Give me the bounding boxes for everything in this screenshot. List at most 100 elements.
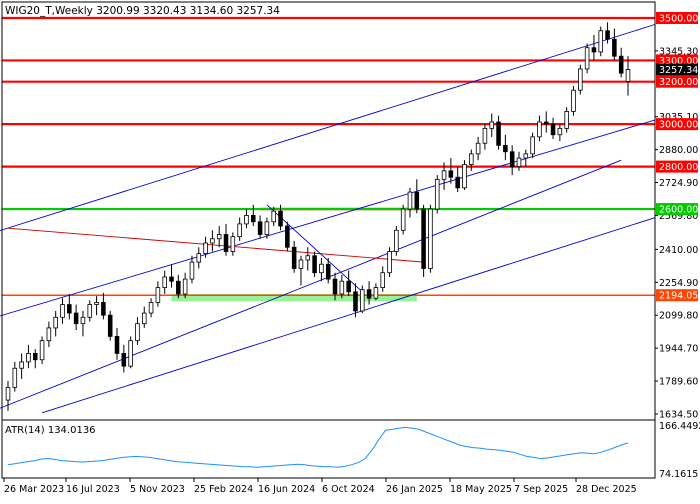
candle-bull — [210, 238, 215, 244]
candle-bull — [80, 316, 86, 325]
candles-layer — [5, 22, 631, 411]
candle-bear — [121, 352, 127, 367]
y-tick-label: 3035.10 — [659, 112, 698, 123]
candle-bear — [257, 221, 263, 235]
x-tick-label: 26 Jan 2025 — [386, 484, 443, 495]
candle-bull — [128, 340, 133, 367]
x-tick-label: 6 Oct 2024 — [322, 484, 375, 495]
candle-bull — [46, 327, 52, 342]
candle-bear — [550, 123, 556, 136]
candle-bull — [155, 287, 161, 303]
indicator-panel-frame — [1, 419, 656, 479]
level-label-box — [656, 118, 698, 131]
candle-bear — [503, 144, 508, 153]
candle-bull — [230, 236, 236, 252]
candle-bear — [332, 278, 338, 295]
candle-bear — [509, 151, 515, 167]
x-tick-label: 5 Nov 2023 — [130, 484, 185, 495]
candle-bull — [564, 111, 569, 129]
candle-bull — [5, 386, 11, 401]
y-tick-label: 1634.50 — [659, 410, 698, 421]
level-label-box — [656, 203, 698, 216]
candle-bull — [469, 153, 474, 165]
candle-bull — [319, 263, 324, 274]
candle-bear — [251, 215, 256, 223]
y-tick-label: 1789.60 — [659, 377, 698, 388]
labels-layer: 3345.30 3035.10 2880.00 2724.90 2569.80 2410.… — [3, 12, 700, 495]
candle-bull — [537, 121, 542, 138]
y-tick-label: 2254.90 — [659, 278, 698, 289]
candle-bear — [101, 302, 106, 316]
trendline-channel-upper — [0, 23, 656, 232]
last-price-box — [656, 63, 698, 76]
candle-bull — [441, 170, 447, 180]
candle-bull — [434, 178, 440, 210]
candle-bull — [94, 302, 99, 305]
candle-bear — [414, 191, 420, 210]
level-label-box — [656, 75, 698, 88]
candle-bear — [543, 121, 549, 125]
y-tick-label: 2099.80 — [659, 311, 698, 322]
candle-bull — [407, 191, 413, 210]
y-tick-label: 3345.30 — [659, 46, 698, 57]
candle-bear — [32, 352, 38, 361]
candle-bull — [516, 157, 522, 167]
candle-bull — [53, 316, 58, 329]
candle-bull — [475, 142, 481, 155]
candle-bull — [394, 229, 399, 252]
level-label-text: 3000.00 — [659, 120, 698, 131]
candle-bull — [625, 69, 631, 82]
atr-series-line — [7, 426, 629, 468]
candle-bear — [176, 280, 181, 295]
candle-bear — [223, 234, 229, 252]
candle-bull — [87, 304, 93, 318]
candle-bull — [373, 287, 379, 299]
trendline-long-support — [41, 217, 656, 414]
candle-bull — [264, 221, 270, 235]
candle-bear — [278, 210, 283, 227]
candle-bear — [67, 304, 72, 314]
candle-bear — [312, 255, 317, 274]
candle-bull — [428, 208, 433, 269]
candle-bear — [169, 276, 174, 282]
candle-bull — [216, 234, 222, 240]
level-label-box — [656, 160, 698, 173]
trendline-falling-resistance — [7, 227, 424, 263]
candle-bull — [237, 223, 242, 238]
candle-bull — [26, 352, 31, 363]
candle-bull — [360, 289, 365, 312]
candle-bull — [380, 272, 385, 288]
candle-bear — [285, 225, 290, 248]
candle-bull — [400, 208, 406, 231]
x-tick-label: 25 Feb 2024 — [194, 484, 253, 495]
level-label-text: 2194.05 — [659, 291, 698, 302]
candle-bull — [339, 280, 345, 295]
level-label-text: 3300.00 — [659, 56, 698, 67]
candle-bull — [196, 253, 202, 263]
candle-bull — [530, 136, 535, 155]
level-label-box — [656, 12, 698, 24]
y-tick-label: 1944.70 — [659, 344, 698, 355]
candle-bear — [618, 55, 624, 74]
candle-bear — [353, 291, 358, 312]
candle-bear — [346, 280, 351, 293]
level-label-text: 2800.00 — [659, 162, 698, 173]
y-tick-label: 2569.80 — [659, 211, 698, 222]
zone-0 — [171, 293, 417, 302]
candle-bull — [305, 255, 311, 261]
candle-bull — [489, 121, 495, 129]
level-label-text: 3500.00 — [659, 14, 698, 25]
atr-indicator-layer — [7, 426, 629, 468]
level-label-text: 3200.00 — [659, 77, 698, 88]
candle-bear — [73, 312, 79, 325]
candle-bear — [107, 314, 113, 337]
candle-bear — [448, 170, 454, 178]
candle-bull — [60, 304, 65, 318]
atr-indicator-label: ATR(14) 134.0136 — [5, 425, 96, 436]
candle-bull — [578, 68, 583, 91]
x-tick-label: 26 Mar 2023 — [4, 484, 64, 495]
candle-bull — [12, 367, 18, 388]
